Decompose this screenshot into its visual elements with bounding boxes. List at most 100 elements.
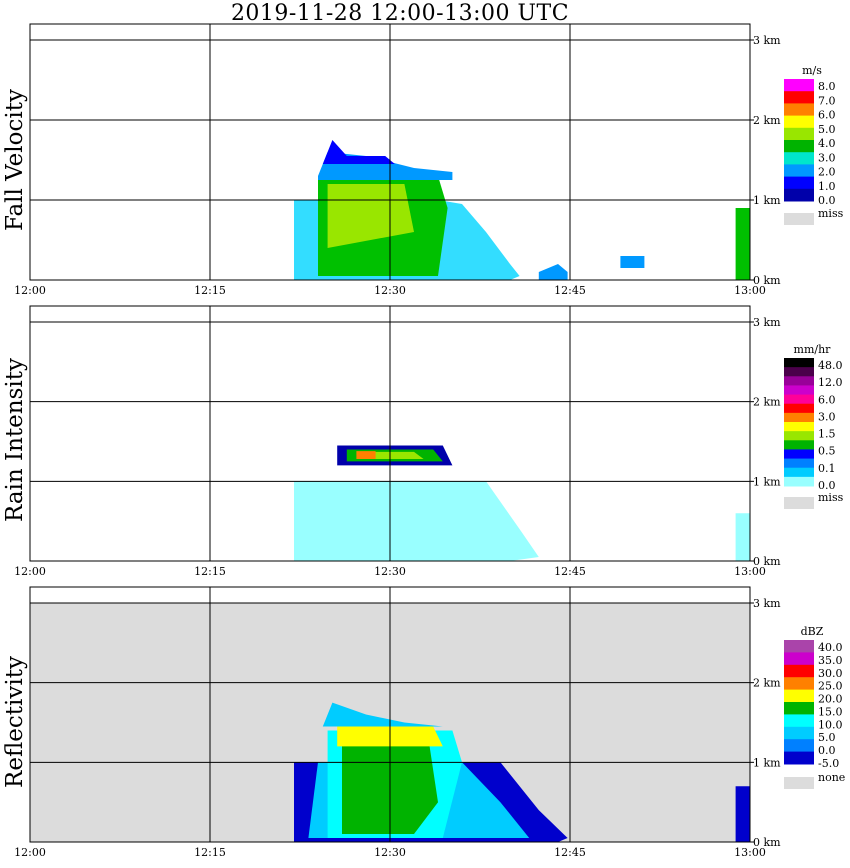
y-tick-label: 0 km bbox=[753, 274, 781, 287]
colorbar-label: 6.0 bbox=[818, 393, 836, 406]
colorbar-swatch bbox=[784, 188, 814, 202]
y-tick-label: 2 km bbox=[753, 396, 781, 409]
colorbar-swatch bbox=[784, 702, 814, 715]
colorbar-missing-label: none bbox=[818, 771, 845, 784]
colorbar-swatch bbox=[784, 449, 814, 460]
colorbar-label: 3.0 bbox=[818, 151, 836, 164]
y-tick-label: 0 km bbox=[753, 836, 781, 849]
colorbar-label: 7.0 bbox=[818, 94, 836, 107]
panel-title: Fall Velocity bbox=[2, 89, 28, 231]
colorbar-swatch bbox=[784, 91, 814, 104]
colorbar-swatch bbox=[784, 476, 814, 487]
colorbar-swatch bbox=[784, 367, 814, 377]
colorbar-swatch bbox=[784, 164, 814, 178]
y-tick-label: 0 km bbox=[753, 555, 781, 568]
colorbar-swatch bbox=[784, 412, 814, 423]
colorbar-swatch bbox=[784, 458, 814, 469]
x-tick-label: 12:15 bbox=[194, 565, 226, 578]
colorbar-label: 10.0 bbox=[818, 718, 843, 731]
colorbar-label: 0.0 bbox=[818, 194, 836, 207]
colorbar-swatch bbox=[784, 152, 814, 165]
y-tick-label: 1 km bbox=[753, 475, 781, 488]
colorbar-label: 0.0 bbox=[818, 744, 836, 757]
echo-region bbox=[735, 208, 750, 280]
colorbar-label: 35.0 bbox=[818, 654, 843, 667]
y-tick-label: 2 km bbox=[753, 677, 781, 690]
y-tick-label: 3 km bbox=[753, 34, 781, 47]
colorbar-missing-swatch bbox=[784, 213, 814, 225]
x-tick-label: 13:00 bbox=[734, 565, 766, 578]
colorbar-swatch bbox=[784, 140, 814, 153]
colorbar-swatch bbox=[784, 440, 814, 450]
y-tick-label: 3 km bbox=[753, 316, 781, 329]
colorbar-missing-label: miss bbox=[818, 207, 844, 220]
x-tick-label: 12:30 bbox=[374, 565, 406, 578]
colorbar-swatch bbox=[784, 689, 814, 703]
panel-title: Reflectivity bbox=[2, 656, 28, 788]
colorbar-swatch bbox=[784, 358, 814, 368]
panel-rain-intensity: 0 km 1 km 2 km 3 km 12:00 12:15 12:30 12:45 13:0… bbox=[2, 305, 844, 578]
y-tick-label: 3 km bbox=[753, 597, 781, 610]
x-tick-label: 12:45 bbox=[554, 284, 586, 297]
echo-region bbox=[735, 513, 750, 561]
colorbar-label: 25.0 bbox=[818, 680, 843, 693]
colorbar-unit: m/s bbox=[802, 64, 822, 77]
colorbar-swatch bbox=[784, 739, 814, 753]
colorbar-label: 48.0 bbox=[818, 359, 843, 372]
colorbar-label: 5.0 bbox=[818, 123, 836, 136]
colorbar-swatch bbox=[784, 652, 814, 666]
colorbar-swatch bbox=[784, 714, 814, 728]
colorbar-swatch bbox=[784, 403, 814, 414]
colorbar-swatch bbox=[784, 664, 814, 678]
colorbar-swatch bbox=[784, 115, 814, 129]
x-tick-label: 12:45 bbox=[554, 565, 586, 578]
plot-frame bbox=[29, 23, 751, 281]
colorbar-label: 0.1 bbox=[818, 462, 836, 475]
colorbar-swatch bbox=[784, 640, 814, 653]
colorbar-swatch bbox=[784, 467, 814, 478]
echo-region bbox=[322, 702, 443, 727]
plot-frame bbox=[29, 305, 751, 562]
echo-region bbox=[322, 140, 395, 164]
colorbar-swatch bbox=[784, 751, 814, 765]
y-tick-label: 1 km bbox=[753, 194, 781, 207]
colorbar-swatch bbox=[784, 422, 814, 432]
echo-region bbox=[620, 256, 645, 268]
colorbar-swatch bbox=[784, 176, 814, 190]
panel-title: Rain Intensity bbox=[2, 358, 28, 522]
panel-reflectivity: 0 km 1 km 2 km 3 km 12:00 12:15 12:30 12:45 13:0… bbox=[2, 586, 845, 859]
x-tick-label: 13:00 bbox=[734, 284, 766, 297]
colorbar-label: 1.5 bbox=[818, 428, 836, 441]
colorbar-label: 6.0 bbox=[818, 109, 836, 122]
x-tick-label: 12:00 bbox=[14, 565, 46, 578]
colorbar-label: 1.0 bbox=[818, 180, 836, 193]
x-tick-label: 12:00 bbox=[14, 284, 46, 297]
y-tick-label: 2 km bbox=[753, 114, 781, 127]
colorbar-swatch bbox=[784, 376, 814, 386]
colorbar-swatch bbox=[784, 394, 814, 405]
echo-region bbox=[294, 481, 539, 561]
colorbar-swatch bbox=[784, 127, 814, 141]
colorbar-label: 0.5 bbox=[818, 445, 836, 458]
colorbar-missing-swatch bbox=[784, 777, 814, 789]
colorbar-label: 0.0 bbox=[818, 479, 836, 492]
x-tick-label: 13:00 bbox=[734, 846, 766, 859]
x-tick-label: 12:15 bbox=[194, 846, 226, 859]
echo-region bbox=[356, 451, 376, 459]
panel-fall-velocity: 0 km 1 km 2 km 3 km 12:00 12:15 12:30 12:45 13:0… bbox=[2, 23, 844, 297]
echo-region bbox=[366, 451, 424, 459]
colorbar-label: -5.0 bbox=[818, 757, 839, 770]
colorbar-label: 40.0 bbox=[818, 641, 843, 654]
colorbar-missing-label: miss bbox=[818, 491, 844, 504]
colorbar-label: 5.0 bbox=[818, 731, 836, 744]
colorbar-swatch bbox=[784, 677, 814, 691]
colorbar-label: 4.0 bbox=[818, 137, 836, 150]
colorbar-label: 2.0 bbox=[818, 166, 836, 179]
colorbar-swatch bbox=[784, 385, 814, 396]
x-tick-label: 12:30 bbox=[374, 846, 406, 859]
x-tick-label: 12:00 bbox=[14, 846, 46, 859]
y-tick-label: 1 km bbox=[753, 756, 781, 769]
x-tick-label: 12:15 bbox=[194, 284, 226, 297]
colorbar-label: 12.0 bbox=[818, 376, 843, 389]
